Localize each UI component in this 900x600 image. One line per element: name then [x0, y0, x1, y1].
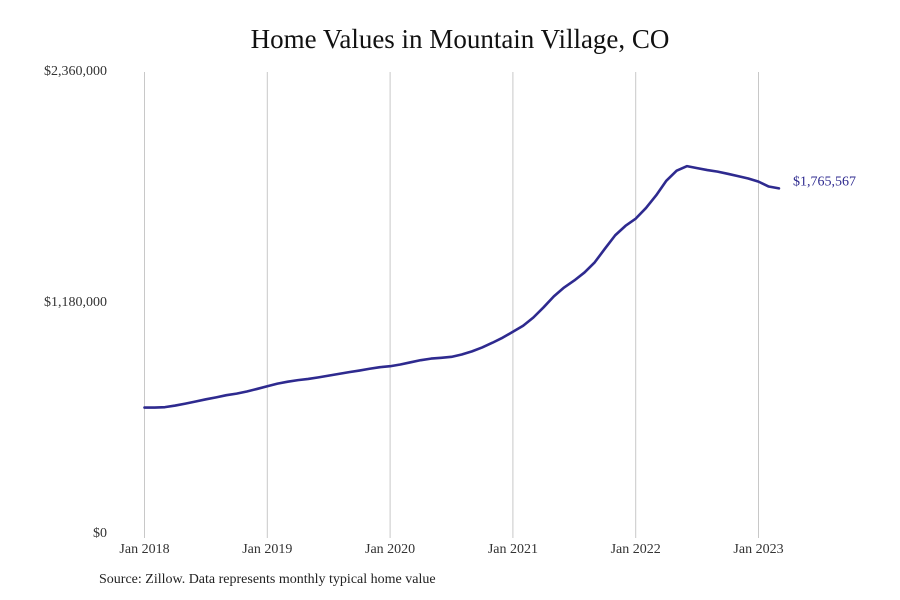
- series-line: [143, 164, 781, 409]
- grid-lines: [144, 72, 759, 538]
- y-tick-label: $2,360,000: [44, 64, 107, 79]
- y-tick-label: $1,180,000: [44, 295, 107, 310]
- x-tick-label: Jan 2021: [488, 542, 538, 557]
- chart-title: Home Values in Mountain Village, CO: [250, 24, 670, 54]
- x-tick-label: Jan 2018: [119, 542, 169, 557]
- x-tick-label: Jan 2020: [365, 542, 415, 557]
- source-note: Source: Zillow. Data represents monthly …: [99, 572, 436, 587]
- axis-tick-labels: Jan 2018 Jan 2019 Jan 2020 Jan 2021 Jan 2022…: [44, 64, 784, 557]
- x-tick-label: Jan 2023: [733, 542, 783, 557]
- end-value-label: $1,765,567: [793, 175, 856, 190]
- x-tick-label: Jan 2022: [611, 542, 661, 557]
- series-layer: $1,765,567: [143, 164, 856, 409]
- x-tick-label: Jan 2019: [242, 542, 292, 557]
- y-tick-label: $0: [93, 526, 107, 541]
